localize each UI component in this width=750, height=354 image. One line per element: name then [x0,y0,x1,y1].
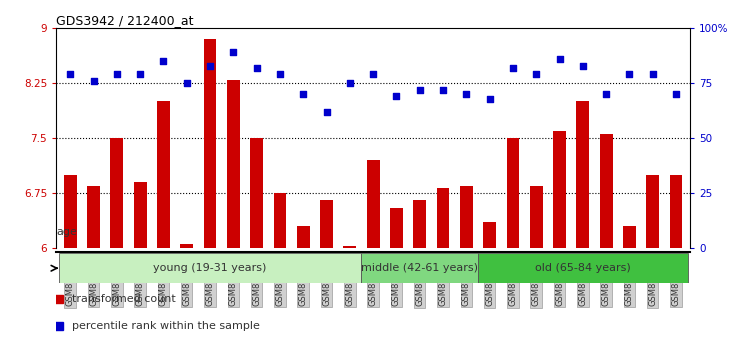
Point [297,91,309,97]
Bar [483,222,496,248]
Bar [600,135,613,248]
Bar [367,160,380,248]
Bar [274,193,286,248]
Text: middle (42-61 years): middle (42-61 years) [362,263,478,273]
Bar [297,226,310,248]
Point [227,50,239,55]
Point [251,65,262,71]
Bar [413,200,426,248]
Point [367,72,379,77]
Point [484,96,496,101]
Point [554,56,566,62]
Point [623,72,635,77]
Point [204,63,216,68]
Point [414,87,426,93]
Bar [87,185,100,248]
Point [507,65,519,71]
Bar [670,175,682,248]
Bar [58,253,362,283]
Bar [460,185,472,248]
Point [181,80,193,86]
Bar [362,253,478,283]
Point [670,91,682,97]
Bar [134,182,146,248]
Text: GDS3942 / 212400_at: GDS3942 / 212400_at [56,14,194,27]
Bar [157,102,170,248]
Point [577,63,589,68]
Point [64,72,76,77]
Point [111,72,123,77]
Bar [344,246,356,248]
Bar [577,102,590,248]
Bar [646,175,659,248]
Point [460,91,472,97]
Point [344,80,355,86]
Bar [553,131,566,248]
Bar [110,138,123,248]
Point [530,72,542,77]
Bar [227,80,240,248]
Bar [64,175,76,248]
Text: age: age [56,227,77,237]
Bar [506,138,519,248]
Bar [530,185,543,248]
Bar [390,207,403,248]
Text: young (19-31 years): young (19-31 years) [153,263,267,273]
Text: percentile rank within the sample: percentile rank within the sample [72,321,260,331]
Point [320,109,332,115]
Point [158,58,170,64]
Bar [436,188,449,248]
Text: transformed count: transformed count [72,295,176,304]
Text: old (65-84 years): old (65-84 years) [535,263,631,273]
Point [391,93,403,99]
Point [88,78,100,84]
Bar [320,200,333,248]
Bar [203,39,217,248]
Bar [623,226,636,248]
Point [274,72,286,77]
Point [437,87,449,93]
Bar [478,253,688,283]
Bar [251,138,263,248]
Bar [180,244,194,248]
Point [646,72,658,77]
Point [134,72,146,77]
Point [600,91,612,97]
